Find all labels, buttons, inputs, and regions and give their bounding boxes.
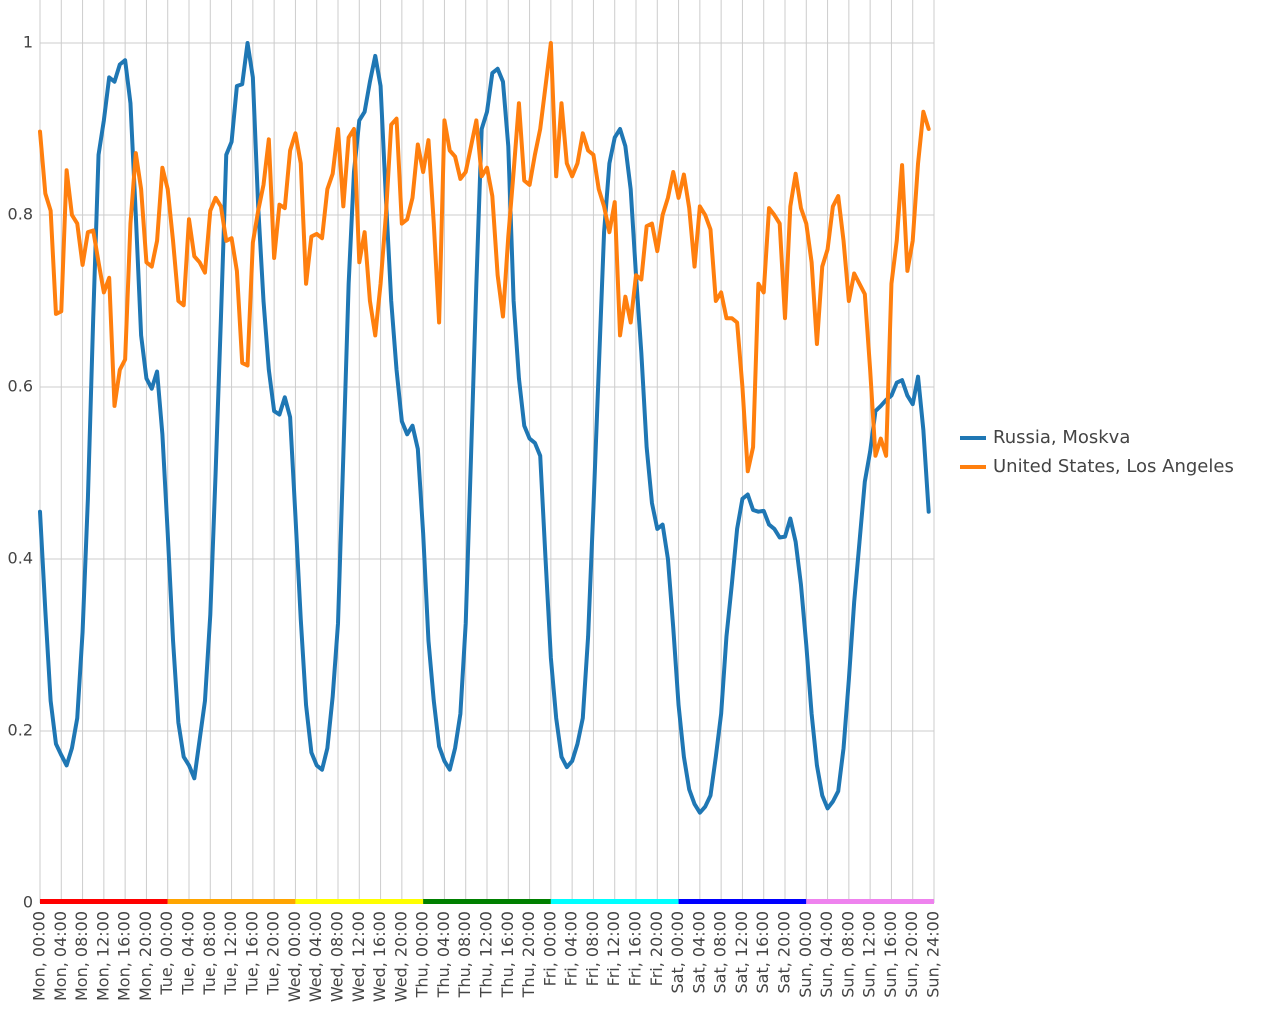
legend-item[interactable]: United States, Los Angeles bbox=[960, 456, 1234, 477]
x-tick-label: Thu, 16:00 bbox=[498, 911, 517, 998]
x-tick-label: Wed, 16:00 bbox=[370, 911, 389, 1002]
x-tick-label: Thu, 04:00 bbox=[434, 911, 453, 998]
day-band-mon bbox=[40, 899, 168, 904]
x-tick-label: Wed, 08:00 bbox=[328, 911, 347, 1002]
day-band-tue bbox=[167, 899, 296, 904]
grid-lines bbox=[39, 0, 935, 903]
x-tick-label: Wed, 12:00 bbox=[349, 911, 368, 1002]
day-band-wed bbox=[295, 899, 424, 904]
x-tick-label: Sun, 16:00 bbox=[881, 911, 900, 998]
x-tick-label: Tue, 00:00 bbox=[157, 911, 176, 996]
legend-label: Russia, Moskva bbox=[993, 427, 1130, 448]
x-tick-label: Mon, 04:00 bbox=[51, 911, 70, 1001]
x-tick-label: Wed, 04:00 bbox=[306, 911, 325, 1002]
day-color-bands bbox=[40, 899, 934, 904]
y-tick-label: 0.4 bbox=[8, 549, 33, 568]
x-tick-label: Tue, 12:00 bbox=[221, 911, 240, 996]
y-tick-label: 1 bbox=[23, 33, 33, 52]
x-tick-label: Tue, 16:00 bbox=[242, 911, 261, 996]
y-tick-label: 0.8 bbox=[8, 205, 33, 224]
x-tick-label: Sun, 24:00 bbox=[924, 911, 943, 998]
x-tick-label: Sat, 20:00 bbox=[775, 911, 794, 994]
day-band-sat bbox=[678, 899, 807, 904]
x-tick-label: Thu, 20:00 bbox=[519, 911, 538, 998]
legend[interactable]: Russia, Moskva United States, Los Angeles bbox=[960, 427, 1234, 477]
x-tick-label: Fri, 04:00 bbox=[562, 911, 581, 986]
x-tick-label: Sat, 08:00 bbox=[711, 911, 730, 994]
x-tick-label: Fri, 16:00 bbox=[626, 911, 645, 986]
x-tick-label: Mon, 08:00 bbox=[72, 911, 91, 1001]
series-lines bbox=[38, 41, 931, 815]
day-band-thu bbox=[423, 899, 551, 904]
legend-label: United States, Los Angeles bbox=[993, 456, 1234, 477]
x-tick-label: Fri, 20:00 bbox=[647, 911, 666, 986]
x-tick-label: Tue, 20:00 bbox=[264, 911, 283, 996]
x-tick-label: Fri, 12:00 bbox=[604, 911, 623, 986]
x-tick-label: Fri, 00:00 bbox=[540, 911, 559, 986]
x-tick-label: Sun, 08:00 bbox=[838, 911, 857, 998]
x-tick-label: Wed, 20:00 bbox=[391, 911, 410, 1002]
y-tick-label: 0 bbox=[23, 893, 33, 912]
x-tick-label: Sun, 20:00 bbox=[902, 911, 921, 998]
series-line-0 bbox=[38, 41, 931, 815]
x-tick-label: Mon, 16:00 bbox=[115, 911, 134, 1001]
series-line-1 bbox=[38, 41, 931, 474]
day-band-fri bbox=[550, 899, 679, 904]
y-tick-label: 0.6 bbox=[8, 377, 33, 396]
x-tick-label: Wed, 00:00 bbox=[285, 911, 304, 1002]
x-tick-label: Mon, 12:00 bbox=[93, 911, 112, 1001]
day-band-sun bbox=[806, 899, 934, 904]
x-tick-label: Mon, 00:00 bbox=[30, 911, 49, 1001]
x-tick-label: Sat, 16:00 bbox=[753, 911, 772, 994]
x-axis-ticks: Mon, 00:00 Mon, 04:00 Mon, 08:00 Mon, 12:00… bbox=[30, 911, 943, 1002]
x-tick-label: Thu, 08:00 bbox=[455, 911, 474, 998]
x-tick-label: Sat, 04:00 bbox=[689, 911, 708, 994]
x-tick-label: Thu, 00:00 bbox=[413, 911, 432, 998]
y-tick-label: 0.2 bbox=[8, 721, 33, 740]
x-tick-label: Mon, 20:00 bbox=[136, 911, 155, 1001]
x-tick-label: Sat, 00:00 bbox=[668, 911, 687, 994]
x-tick-label: Sat, 12:00 bbox=[732, 911, 751, 994]
x-tick-label: Tue, 04:00 bbox=[179, 911, 198, 996]
x-tick-label: Thu, 12:00 bbox=[477, 911, 496, 998]
x-tick-label: Sun, 12:00 bbox=[860, 911, 879, 998]
x-tick-label: Sun, 00:00 bbox=[796, 911, 815, 998]
y-axis-ticks: 0 0.2 0.4 0.6 0.8 1 bbox=[8, 33, 33, 912]
x-tick-label: Tue, 08:00 bbox=[200, 911, 219, 996]
legend-item[interactable]: Russia, Moskva bbox=[960, 427, 1130, 448]
x-tick-label: Fri, 08:00 bbox=[583, 911, 602, 986]
x-tick-label: Sun, 04:00 bbox=[817, 911, 836, 998]
